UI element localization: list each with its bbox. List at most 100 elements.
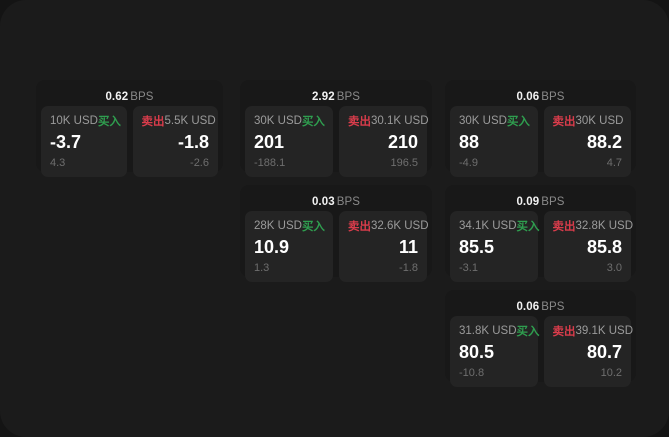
- sell-price: -1.8: [177, 132, 209, 152]
- buy-delta: -188.1: [254, 157, 286, 169]
- buy-panel[interactable]: 34.1K USD 买入 85.5 -3.1: [450, 211, 540, 282]
- buy-panel-header: 34.1K USD 买入: [459, 219, 540, 233]
- buy-delta: 4.3: [50, 157, 66, 169]
- sell-action-label: 卖出: [348, 116, 371, 128]
- sell-action-label: 卖出: [552, 326, 576, 338]
- sell-panel[interactable]: 卖出 32.6K USD 11 -1.8: [339, 211, 429, 282]
- buy-action-label: 买入: [97, 116, 121, 128]
- sell-panel[interactable]: 卖出 30K USD 88.2 4.7: [543, 106, 631, 177]
- card-body: 34.1K USD 买入 85.5 -3.1 卖出 32.8K USD 85.8…: [450, 211, 634, 282]
- sell-action-label: 卖出: [348, 221, 371, 233]
- spread-card[interactable]: 0.62 BPS 10K USD 买入 -3.7 4.3 卖出 5.5K USD …: [36, 80, 223, 177]
- buy-panel-header: 30K USD 买入: [459, 114, 530, 128]
- bps-unit-label: BPS: [541, 91, 565, 103]
- sell-price: 80.7: [586, 342, 622, 362]
- sell-action-label: 卖出: [552, 221, 576, 233]
- sell-delta: 4.7: [606, 157, 622, 169]
- sell-delta: 10.2: [600, 367, 622, 379]
- buy-panel[interactable]: 31.8K USD 买入 80.5 -10.8: [450, 316, 540, 387]
- buy-action-label: 买入: [301, 116, 325, 128]
- spread-card[interactable]: 0.06 BPS 30K USD 买入 88 -4.9 卖出 30K USD 88…: [445, 80, 636, 177]
- sell-size-label: 5.5K USD: [164, 115, 216, 127]
- buy-price: 80.5: [459, 342, 495, 362]
- sell-delta: -2.6: [190, 157, 209, 169]
- sell-panel-header: 卖出 5.5K USD: [141, 114, 216, 128]
- sell-price: 210: [387, 132, 418, 152]
- sell-delta: 196.5: [390, 157, 418, 169]
- sell-panel[interactable]: 卖出 32.8K USD 85.8 3.0: [543, 211, 634, 282]
- buy-size-label: 31.8K USD: [459, 325, 517, 337]
- bps-value: 0.03: [311, 196, 335, 208]
- buy-panel-header: 28K USD 买入: [254, 219, 325, 233]
- spread-card[interactable]: 0.06 BPS 31.8K USD 买入 80.5 -10.8 卖出 39.1K…: [445, 290, 636, 387]
- sell-action-label: 卖出: [141, 116, 165, 128]
- buy-delta: -10.8: [459, 367, 485, 379]
- buy-action-label: 买入: [301, 221, 325, 233]
- buy-price: 85.5: [459, 237, 495, 257]
- bps-value: 0.06: [516, 91, 540, 103]
- card-header: 0.03 BPS: [245, 190, 427, 211]
- bps-unit-label: BPS: [130, 91, 154, 103]
- sell-price: 85.8: [586, 237, 622, 257]
- sell-panel-header: 卖出 39.1K USD: [552, 324, 634, 338]
- bps-unit-label: BPS: [336, 196, 361, 208]
- bps-unit-label: BPS: [336, 91, 361, 103]
- spread-card[interactable]: 0.03 BPS 28K USD 买入 10.9 1.3 卖出 32.6K USD…: [240, 185, 432, 282]
- buy-size-label: 34.1K USD: [459, 220, 517, 232]
- sell-size-label: 32.6K USD: [371, 220, 429, 232]
- card-header: 0.06 BPS: [450, 85, 631, 106]
- sell-panel[interactable]: 卖出 5.5K USD -1.8 -2.6: [132, 106, 218, 177]
- buy-panel[interactable]: 10K USD 买入 -3.7 4.3: [41, 106, 127, 177]
- sell-delta: 3.0: [606, 262, 622, 274]
- card-body: 30K USD 买入 201 -188.1 卖出 30.1K USD 210 1…: [245, 106, 429, 177]
- bps-value: 0.06: [516, 301, 540, 313]
- sell-price: 11: [398, 237, 418, 257]
- card-body: 10K USD 买入 -3.7 4.3 卖出 5.5K USD -1.8 -2.…: [41, 106, 218, 177]
- sell-size-label: 30.1K USD: [371, 115, 429, 127]
- buy-panel-header: 31.8K USD 买入: [459, 324, 540, 338]
- bps-unit-label: BPS: [541, 301, 565, 313]
- bps-value: 0.62: [105, 91, 129, 103]
- buy-size-label: 30K USD: [459, 115, 507, 127]
- buy-action-label: 买入: [506, 116, 530, 128]
- sell-panel[interactable]: 卖出 30.1K USD 210 196.5: [339, 106, 429, 177]
- bps-value: 2.92: [311, 91, 335, 103]
- spread-card[interactable]: 2.92 BPS 30K USD 买入 201 -188.1 卖出 30.1K U…: [240, 80, 432, 177]
- card-header: 0.09 BPS: [450, 190, 631, 211]
- sell-panel-header: 卖出 30.1K USD: [348, 114, 429, 128]
- buy-panel[interactable]: 30K USD 买入 201 -188.1: [245, 106, 333, 177]
- buy-action-label: 买入: [516, 221, 540, 233]
- sell-panel-header: 卖出 32.8K USD: [552, 219, 634, 233]
- card-body: 30K USD 买入 88 -4.9 卖出 30K USD 88.2 4.7: [450, 106, 631, 177]
- spread-card[interactable]: 0.09 BPS 34.1K USD 买入 85.5 -3.1 卖出 32.8K …: [445, 185, 636, 282]
- card-header: 0.06 BPS: [450, 295, 631, 316]
- buy-delta: -3.1: [459, 262, 478, 274]
- buy-size-label: 10K USD: [50, 115, 98, 127]
- sell-action-label: 卖出: [552, 116, 576, 128]
- buy-size-label: 28K USD: [254, 220, 302, 232]
- buy-price: 201: [254, 132, 285, 152]
- card-body: 31.8K USD 买入 80.5 -10.8 卖出 39.1K USD 80.…: [450, 316, 634, 387]
- buy-delta: -4.9: [459, 157, 478, 169]
- buy-panel[interactable]: 30K USD 买入 88 -4.9: [450, 106, 538, 177]
- sell-panel-header: 卖出 30K USD: [552, 114, 624, 128]
- buy-action-label: 买入: [516, 326, 540, 338]
- card-body: 28K USD 买入 10.9 1.3 卖出 32.6K USD 11 -1.8: [245, 211, 429, 282]
- buy-price: -3.7: [50, 132, 82, 152]
- sell-delta: -1.8: [399, 262, 418, 274]
- buy-panel-header: 10K USD 买入: [50, 114, 121, 128]
- buy-price: 10.9: [254, 237, 290, 257]
- card-header: 2.92 BPS: [245, 85, 427, 106]
- bps-value: 0.09: [516, 196, 540, 208]
- sell-size-label: 30K USD: [575, 115, 624, 127]
- buy-panel-header: 30K USD 买入: [254, 114, 325, 128]
- buy-panel[interactable]: 28K USD 买入 10.9 1.3: [245, 211, 333, 282]
- sell-panel-header: 卖出 32.6K USD: [348, 219, 429, 233]
- buy-delta: 1.3: [254, 262, 270, 274]
- buy-size-label: 30K USD: [254, 115, 302, 127]
- bps-unit-label: BPS: [541, 196, 565, 208]
- sell-size-label: 39.1K USD: [575, 325, 634, 337]
- sell-size-label: 32.8K USD: [575, 220, 634, 232]
- sell-panel[interactable]: 卖出 39.1K USD 80.7 10.2: [543, 316, 634, 387]
